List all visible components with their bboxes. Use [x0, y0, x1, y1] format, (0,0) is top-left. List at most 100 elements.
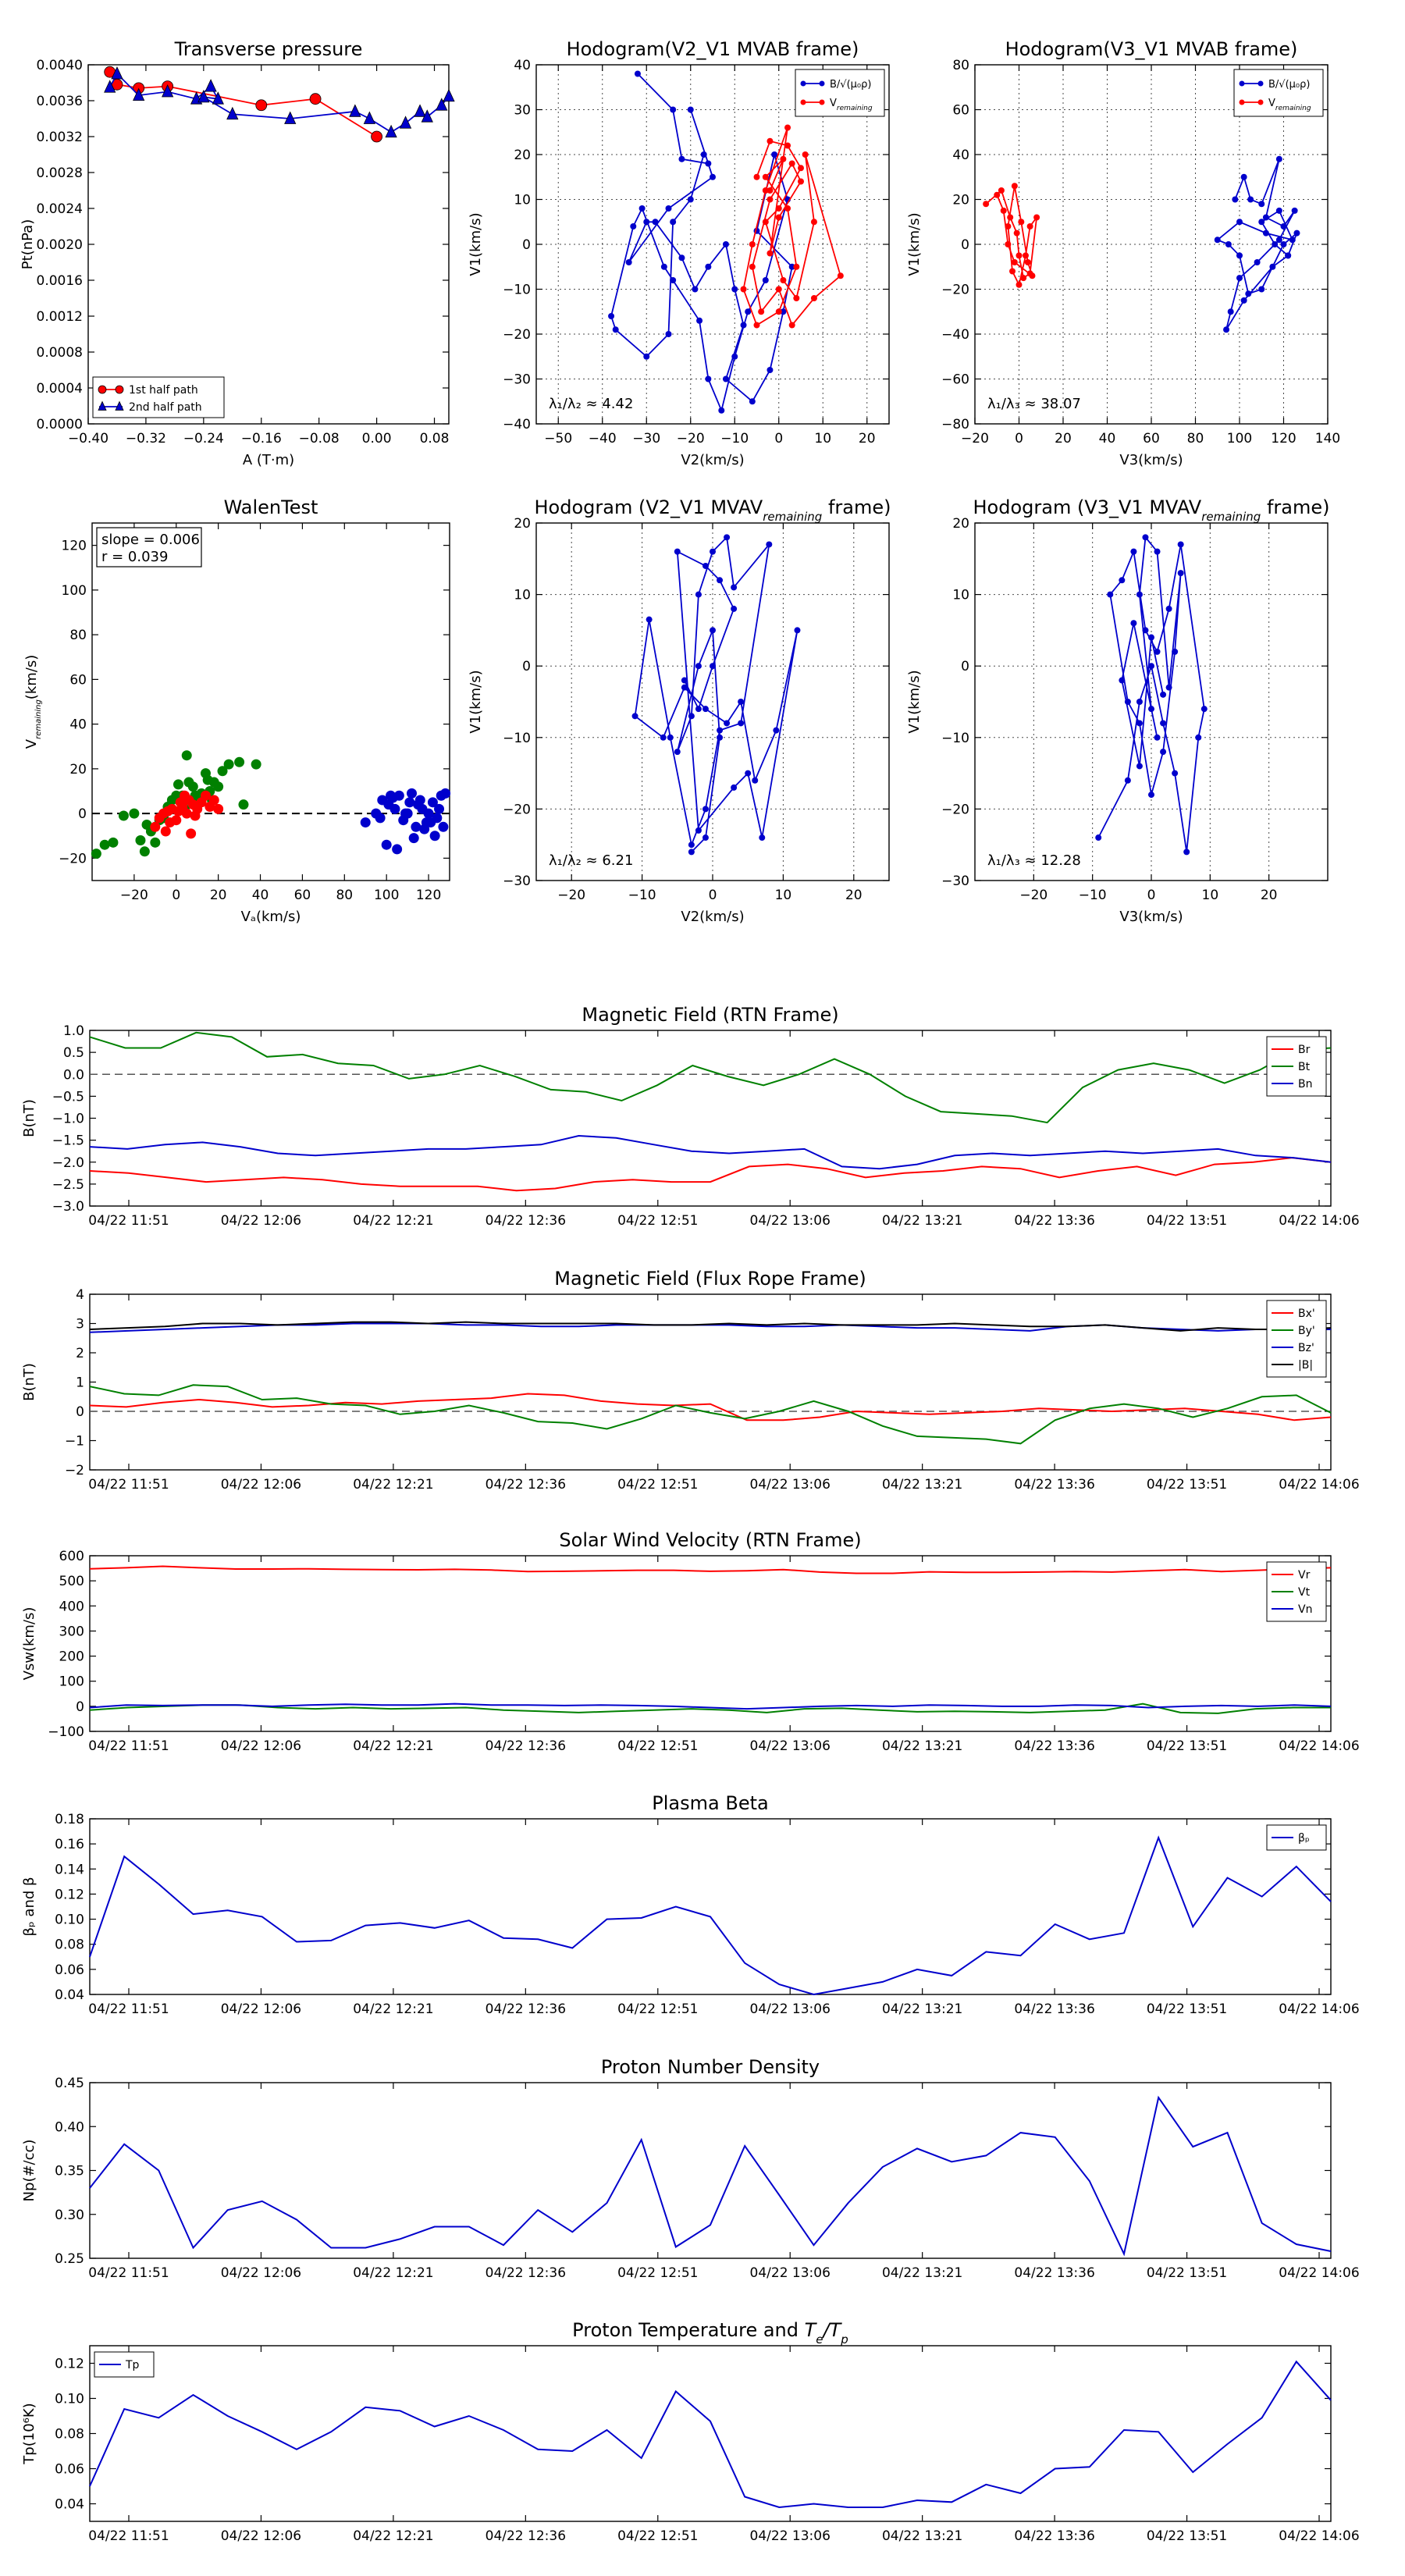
series-line [89, 1134, 1332, 1170]
data-point [371, 130, 383, 143]
data-point [1258, 286, 1265, 293]
data-point [802, 151, 809, 158]
data-point [660, 734, 667, 741]
x-tick-label: 60 [1143, 431, 1160, 447]
data-point [1136, 699, 1143, 705]
data-point [1136, 763, 1143, 770]
data-point [1148, 706, 1154, 713]
stats-frame [96, 527, 202, 568]
y-tick-label: 1.0 [63, 1023, 84, 1039]
eigen-ratio-annotation: λ₁/λ₂ ≈ 6.21 [549, 852, 633, 869]
data-point [688, 841, 695, 849]
data-point [1289, 237, 1296, 244]
x-tick-label: 04/22 13:51 [1147, 1477, 1227, 1493]
data-point [1005, 223, 1012, 229]
data-point [762, 187, 769, 194]
legend: Bx' By' Bz' |B| [1266, 1300, 1327, 1378]
x-tick-label: −0.16 [241, 431, 282, 447]
data-point [1024, 259, 1031, 265]
series-line [89, 1157, 1332, 1192]
data-point [1119, 677, 1126, 684]
data-point [205, 79, 217, 92]
y-tick-label: 0.0036 [37, 94, 83, 109]
data-point [767, 250, 774, 257]
y-axis-label: Np(#/cc) [21, 2140, 37, 2202]
y-tick-label: 10 [952, 588, 969, 603]
y-tick-label: −2.0 [52, 1155, 84, 1171]
data-point [1247, 196, 1254, 203]
data-point [798, 165, 804, 172]
data-point [780, 277, 787, 283]
x-tick-label: 04/22 13:06 [750, 1213, 831, 1229]
data-point [688, 849, 695, 856]
y-tick-label: 0.35 [55, 2164, 84, 2179]
data-point [414, 795, 425, 806]
x-tick-label: 04/22 12:06 [221, 1738, 301, 1754]
x-axis-label: Vₐ(km/s) [241, 909, 301, 925]
data-point [1016, 252, 1023, 259]
x-tick-label: 20 [1261, 888, 1278, 903]
x-tick-label: 20 [845, 888, 863, 903]
series-line [89, 1393, 1332, 1421]
y-tick-label: 0.0020 [37, 237, 83, 253]
y-tick-label: 30 [514, 103, 531, 119]
data-point [1223, 326, 1230, 333]
series-line [89, 1565, 1332, 1574]
x-tick-label: 04/22 11:51 [88, 2528, 169, 2544]
y-tick-label: −20 [59, 851, 87, 866]
x-tick-label: 10 [775, 888, 792, 903]
y-tick-label: 0 [78, 806, 87, 822]
data-point [1013, 229, 1020, 237]
data-point [1136, 720, 1143, 727]
data-point [1020, 275, 1027, 282]
legend: Tp [94, 2351, 155, 2378]
y-tick-label: 60 [69, 672, 87, 688]
x-tick-label: 04/22 13:36 [1014, 1477, 1094, 1493]
legend-label: Bt [1298, 1061, 1311, 1073]
x-tick-label: 04/22 12:51 [617, 2265, 698, 2281]
x-tick-label: 04/22 11:51 [88, 1213, 169, 1229]
data-point [749, 241, 756, 247]
data-point [1148, 634, 1154, 641]
data-point [773, 727, 780, 734]
data-point [702, 834, 709, 841]
chart-hodo2: Hodogram(V3_V1 MVAB frame) −80 −60 −40 −20 0 2… [906, 38, 1340, 468]
data-point [745, 770, 752, 777]
data-point [775, 205, 782, 212]
data-point [705, 263, 712, 270]
data-point [745, 308, 752, 315]
y-tick-label: 60 [952, 103, 969, 119]
data-point [631, 713, 638, 720]
data-point [762, 277, 769, 283]
x-tick-label: 10 [814, 431, 831, 447]
chart-hodo4: Hodogram (V3_V1 MVAVremaining frame) −30 −… [906, 496, 1329, 925]
data-point [421, 817, 432, 828]
data-point [381, 839, 392, 850]
data-point [118, 810, 129, 821]
x-tick-label: 0.08 [420, 431, 450, 447]
x-tick-label: 04/22 13:51 [1147, 1738, 1227, 1754]
legend: Vr Vt Vn [1266, 1561, 1327, 1622]
y-tick-label: 0.0040 [37, 58, 83, 73]
data-point [722, 241, 729, 247]
data-point [630, 223, 637, 229]
data-point [678, 155, 685, 162]
y-tick-label: 0.0004 [37, 381, 83, 397]
x-tick-label: −20 [677, 431, 705, 447]
chart-beta: Plasma Beta 0.04 0.06 0.08 0.10 0.12 0.14 0.16 0… [21, 1792, 1360, 2017]
y-tick-label: 0 [961, 237, 969, 253]
data-point [1154, 734, 1161, 741]
data-point [115, 400, 124, 411]
data-point [674, 749, 681, 756]
x-tick-label: 04/22 12:51 [617, 1477, 698, 1493]
data-point [255, 99, 268, 112]
x-tick-label: 80 [1187, 431, 1204, 447]
y-tick-label: −80 [941, 417, 969, 432]
y-tick-label: −3.0 [52, 1199, 84, 1215]
x-tick-label: 04/22 13:21 [882, 2265, 962, 2281]
data-point [234, 756, 245, 767]
data-point [115, 385, 124, 394]
data-point [1033, 214, 1040, 221]
y-tick-label: 0.45 [55, 2076, 84, 2091]
x-tick-label: 04/22 13:21 [882, 1213, 962, 1229]
